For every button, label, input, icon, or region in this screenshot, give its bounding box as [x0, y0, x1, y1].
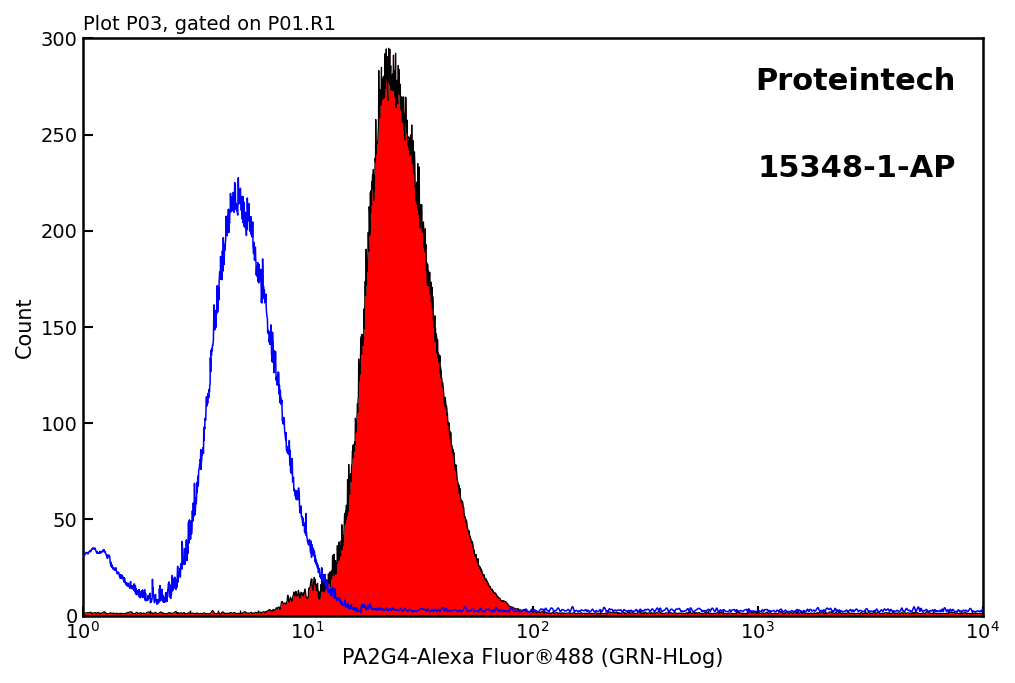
Text: Proteintech: Proteintech	[755, 67, 955, 96]
Text: 15348-1-AP: 15348-1-AP	[757, 154, 955, 183]
Y-axis label: Count: Count	[15, 296, 35, 358]
X-axis label: PA2G4-Alexa Fluor®488 (GRN-HLog): PA2G4-Alexa Fluor®488 (GRN-HLog)	[342, 648, 724, 668]
Text: Plot P03, gated on P01.R1: Plot P03, gated on P01.R1	[82, 15, 336, 34]
